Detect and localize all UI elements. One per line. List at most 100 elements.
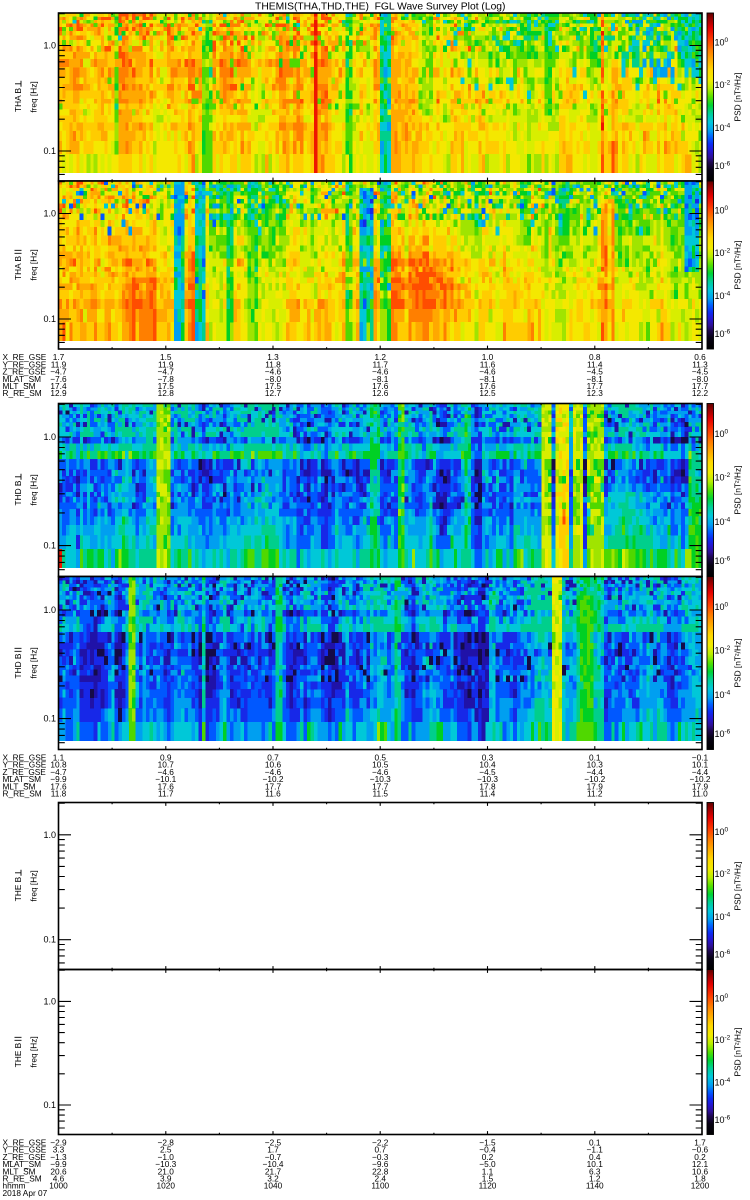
svg-text:1.1: 1.1 (53, 753, 65, 763)
svg-text:17.7: 17.7 (372, 781, 389, 791)
svg-text:−10.4: −10.4 (263, 1159, 284, 1169)
svg-text:1.0: 1.0 (43, 41, 56, 51)
svg-text:10.6: 10.6 (692, 1166, 709, 1176)
svg-text:10-6: 10-6 (715, 161, 731, 172)
svg-text:freq [Hz]: freq [Hz] (29, 81, 39, 112)
svg-text:1000: 1000 (49, 1181, 68, 1191)
svg-text:1.7: 1.7 (53, 352, 65, 362)
svg-text:−1.3: −1.3 (50, 1152, 67, 1162)
svg-text:MLT_SM: MLT_SM (3, 381, 36, 391)
svg-text:−0.1: −0.1 (692, 753, 709, 763)
svg-text:0.7: 0.7 (374, 1145, 386, 1155)
svg-text:−1.1: −1.1 (587, 1145, 604, 1155)
svg-text:−2.5: −2.5 (265, 1138, 282, 1148)
svg-text:10.7: 10.7 (158, 760, 175, 770)
svg-text:−10.2: −10.2 (263, 774, 284, 784)
svg-text:10.6: 10.6 (265, 760, 282, 770)
svg-text:−8.1: −8.1 (587, 374, 604, 384)
svg-text:10-2: 10-2 (715, 248, 731, 259)
svg-text:10.5: 10.5 (372, 760, 389, 770)
svg-text:11.4: 11.4 (587, 359, 603, 369)
svg-text:−10.2: −10.2 (584, 774, 605, 784)
svg-text:−9.6: −9.6 (372, 1159, 389, 1169)
svg-text:10.1: 10.1 (692, 760, 709, 770)
svg-text:0.2: 0.2 (482, 1152, 494, 1162)
svg-text:−5.0: −5.0 (479, 1159, 496, 1169)
svg-text:6.3: 6.3 (589, 1166, 601, 1176)
svg-text:−4.6: −4.6 (158, 767, 175, 777)
svg-text:11.7: 11.7 (372, 359, 388, 369)
svg-text:10-2: 10-2 (715, 472, 731, 483)
svg-text:11.4: 11.4 (480, 789, 496, 799)
svg-text:10-2: 10-2 (715, 1035, 731, 1046)
svg-text:1.0: 1.0 (482, 352, 494, 362)
svg-text:17.5: 17.5 (265, 381, 282, 391)
svg-text:0.1: 0.1 (589, 753, 601, 763)
svg-text:Y_RE_GSE: Y_RE_GSE (3, 760, 47, 770)
svg-text:100: 100 (715, 993, 729, 1004)
svg-text:−2.2: −2.2 (372, 1138, 389, 1148)
svg-text:10-6: 10-6 (715, 556, 731, 567)
svg-text:freq [Hz]: freq [Hz] (29, 1036, 39, 1067)
svg-text:MLAT_SM: MLAT_SM (3, 374, 42, 384)
svg-text:−2.8: −2.8 (158, 1138, 175, 1148)
svg-text:10-2: 10-2 (715, 80, 731, 91)
svg-text:THD B: THD B (13, 653, 23, 678)
svg-text:MLT_SM: MLT_SM (3, 1166, 36, 1176)
svg-text:THEMIS(THA,THD,THE) FGL Wave: THEMIS(THA,THD,THE) FGL Wave Survey Plot… (255, 2, 505, 13)
svg-text:0.7: 0.7 (267, 753, 279, 763)
svg-text:THA B: THA B (13, 256, 23, 280)
svg-text:17.7: 17.7 (692, 381, 709, 391)
svg-text:0.1: 0.1 (43, 1100, 56, 1110)
svg-text:Z_RE_GSE: Z_RE_GSE (3, 767, 47, 777)
svg-text:freq [Hz]: freq [Hz] (29, 474, 39, 505)
svg-text:−10.3: −10.3 (155, 1159, 176, 1169)
svg-text:1.0: 1.0 (43, 605, 56, 615)
svg-text:−4.7: −4.7 (50, 767, 67, 777)
svg-text:−9.9: −9.9 (50, 1159, 67, 1169)
svg-text:10-6: 10-6 (715, 729, 731, 740)
svg-text:−10.1: −10.1 (155, 774, 176, 784)
svg-text:10-6: 10-6 (715, 329, 731, 340)
svg-text:PSD [nT²/Hz]: PSD [nT²/Hz] (733, 862, 743, 911)
svg-text:17.9: 17.9 (587, 781, 604, 791)
svg-text:11.9: 11.9 (158, 359, 174, 369)
svg-text:−7.8: −7.8 (158, 374, 175, 384)
svg-text:21.0: 21.0 (158, 1166, 175, 1176)
svg-text:Z_RE_GSE: Z_RE_GSE (3, 1152, 47, 1162)
svg-text:11.7: 11.7 (158, 789, 174, 799)
svg-text:−4.6: −4.6 (265, 367, 282, 377)
svg-text:X_RE_GSE: X_RE_GSE (3, 753, 47, 763)
svg-text:1120: 1120 (479, 1181, 497, 1191)
svg-text:R_RE_SM: R_RE_SM (3, 1174, 42, 1184)
svg-text:0.1: 0.1 (43, 714, 56, 724)
svg-text:Y_RE_GSE: Y_RE_GSE (3, 1145, 47, 1155)
svg-text:11.6: 11.6 (265, 789, 281, 799)
svg-text:1200: 1200 (691, 1181, 710, 1191)
svg-text:MLT_SM: MLT_SM (3, 781, 36, 791)
svg-text:Y_RE_GSE: Y_RE_GSE (3, 359, 47, 369)
svg-text:2.5: 2.5 (160, 1145, 172, 1155)
svg-text:X_RE_GSE: X_RE_GSE (3, 352, 47, 362)
svg-text:−10.2: −10.2 (690, 774, 711, 784)
svg-text:10-2: 10-2 (715, 645, 731, 656)
svg-text:2018 Apr 07: 2018 Apr 07 (3, 1188, 48, 1198)
svg-text:THE B: THE B (13, 1042, 23, 1067)
svg-text:PSD [nT²/Hz]: PSD [nT²/Hz] (733, 1028, 743, 1077)
svg-text:freq [Hz]: freq [Hz] (29, 870, 39, 901)
svg-text:17.5: 17.5 (158, 381, 175, 391)
svg-text:11.8: 11.8 (265, 359, 281, 369)
svg-text:−0.7: −0.7 (265, 1152, 282, 1162)
svg-text:12.8: 12.8 (158, 388, 175, 398)
svg-text:−7.6: −7.6 (50, 374, 67, 384)
svg-text:12.6: 12.6 (372, 388, 389, 398)
svg-text:−2.9: −2.9 (50, 1138, 67, 1148)
svg-text:−4.6: −4.6 (479, 367, 496, 377)
svg-text:−4.5: −4.5 (479, 767, 496, 777)
svg-text:−4.7: −4.7 (50, 367, 67, 377)
svg-text:X_RE_GSE: X_RE_GSE (3, 1138, 47, 1148)
svg-text:R_RE_SM: R_RE_SM (3, 388, 42, 398)
svg-text:10-4: 10-4 (715, 123, 731, 134)
svg-text:0.1: 0.1 (43, 541, 56, 551)
svg-text:freq [Hz]: freq [Hz] (29, 249, 39, 280)
